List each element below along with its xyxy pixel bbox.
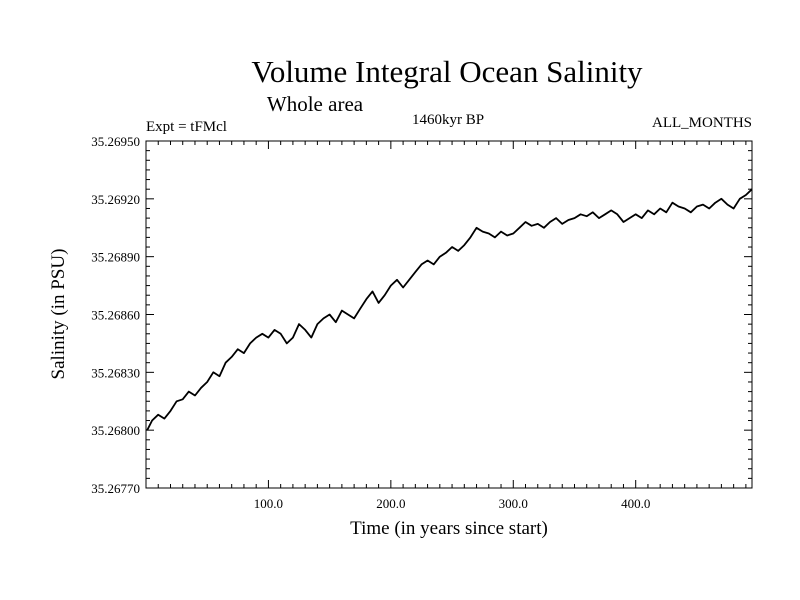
x-tick-label: 300.0: [499, 496, 528, 511]
y-tick-label: 35.26830: [91, 365, 140, 380]
chart-subtitle: Whole area: [267, 92, 364, 116]
y-tick-label: 35.26860: [91, 308, 140, 323]
series-layer: [146, 188, 753, 431]
series-line-salinity: [146, 188, 753, 431]
x-tick-label: 200.0: [376, 496, 405, 511]
x-tick-label: 400.0: [621, 496, 650, 511]
y-tick-label: 35.26950: [91, 134, 140, 149]
y-tick-label: 35.26770: [91, 481, 140, 496]
y-tick-label: 35.26920: [91, 192, 140, 207]
x-axis: 100.0 200.0 300.0 400.0: [157, 141, 747, 511]
plot-frame: [145, 140, 753, 489]
y-axis-label: Salinity (in PSU): [48, 249, 69, 380]
y-tick-label: 35.26800: [91, 423, 140, 438]
x-axis-label: Time (in years since start): [350, 518, 548, 539]
y-axis: 35.26770 35.26800 35.26830 35.26860 35.26890…: [91, 134, 752, 496]
months-label: ALL_MONTHS: [652, 115, 752, 131]
y-tick-label: 35.26890: [91, 250, 140, 265]
chart-title: Volume Integral Ocean Salinity: [251, 54, 643, 89]
period-label: 1460kyr BP: [412, 112, 484, 128]
x-tick-label: 100.0: [254, 496, 283, 511]
experiment-label: Expt = tFMcl: [146, 119, 227, 135]
